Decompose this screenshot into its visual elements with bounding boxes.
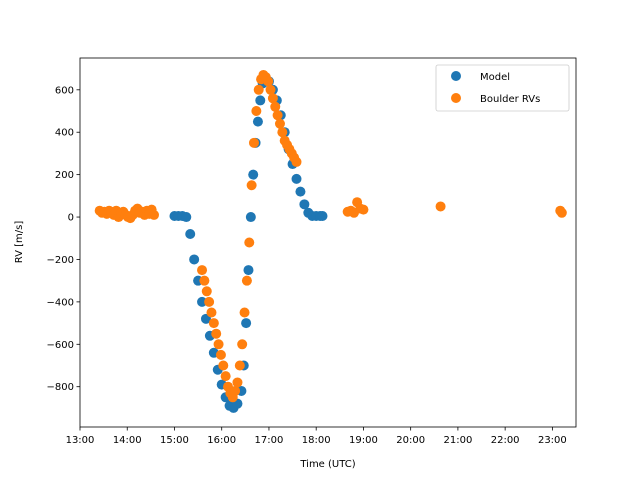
legend-marker-boulder-rvs [451,93,461,103]
x-tick-label: 13:00 [66,435,95,446]
boulder-rvs-point [237,339,248,350]
y-tick-label: 600 [55,85,74,96]
x-tick-label: 18:00 [302,435,331,446]
legend-label-model: Model [480,72,510,83]
y-tick-label: 400 [55,128,74,139]
boulder-rvs-point [201,286,212,297]
boulder-rvs-point [253,84,264,95]
y-tick-label: −600 [47,340,74,351]
model-point [245,212,256,223]
model-point [181,212,192,223]
boulder-rvs-point [244,237,255,248]
boulder-rvs-point [197,265,208,276]
legend-marker-model [451,71,461,81]
model-point [197,296,208,307]
legend: Model Boulder RVs [435,64,570,112]
x-tick-label: 16:00 [207,435,236,446]
boulder-rvs-point [211,328,222,339]
boulder-rvs-point [263,76,274,87]
boulder-rvs-point [206,307,217,318]
boulder-rvs-point [556,207,567,218]
boulder-rvs-point [215,349,226,360]
x-tick-label: 19:00 [349,435,378,446]
legend-box [435,64,570,112]
model-point [252,116,263,127]
plot-frame [79,57,577,428]
x-axis-label: Time (UTC) [299,459,355,470]
boulder-rvs-point [241,275,252,286]
y-tick-label: 200 [55,170,74,181]
x-tick-label: 23:00 [538,435,567,446]
model-point [317,210,328,221]
boulder-rvs-point [239,307,250,318]
model-point [189,254,200,265]
boulder-rvs-point [230,385,241,396]
boulder-rvs-point [251,106,262,117]
boulder-rvs-point [435,201,446,212]
y-tick-label: −200 [47,255,74,266]
model-point [295,186,306,197]
boulder-rvs-point [358,204,369,215]
y-tick-label: −400 [47,297,74,308]
boulder-rvs-point [149,209,160,220]
boulder-rvs-point [277,127,288,138]
model-point [241,318,252,329]
boulder-rvs-point [265,84,276,95]
boulder-rvs-point [204,296,215,307]
boulder-rvs-point [291,156,302,167]
model-point [291,173,302,184]
model-point [299,199,310,210]
boulder-rvs-point [274,118,285,129]
model-point [255,95,266,106]
legend-label-boulder-rvs: Boulder RVs [480,94,540,105]
boulder-rvs-point [272,110,283,121]
boulder-rvs-point [213,339,224,350]
x-tick-label: 21:00 [443,435,472,446]
model-point [185,229,196,240]
boulder-rvs-point [208,318,219,329]
model-point [243,265,254,276]
data-marks [94,69,567,413]
x-tick-label: 14:00 [113,435,142,446]
boulder-rvs-point [218,360,229,371]
boulder-rvs-point [246,180,257,191]
boulder-rvs-point [232,377,243,388]
boulder-rvs-point [199,275,210,286]
x-tick-label: 17:00 [255,435,284,446]
boulder-rvs-point [220,371,231,382]
boulder-rvs-point [234,360,245,371]
model-point [248,169,259,180]
boulder-rvs-point [248,137,259,148]
y-tick-label: 0 [68,213,74,224]
y-tick-label: −800 [47,382,74,393]
boulder-rvs-point [267,93,278,104]
axis-ticks: 13:00 14:00 15:00 16:00 17:00 18:00 19:00 20:00… [47,85,567,446]
x-tick-label: 15:00 [160,435,189,446]
boulder-rvs-point [270,101,281,112]
y-axis-label: RV [m/s] [14,221,25,264]
x-tick-label: 22:00 [491,435,520,446]
x-tick-label: 20:00 [396,435,425,446]
